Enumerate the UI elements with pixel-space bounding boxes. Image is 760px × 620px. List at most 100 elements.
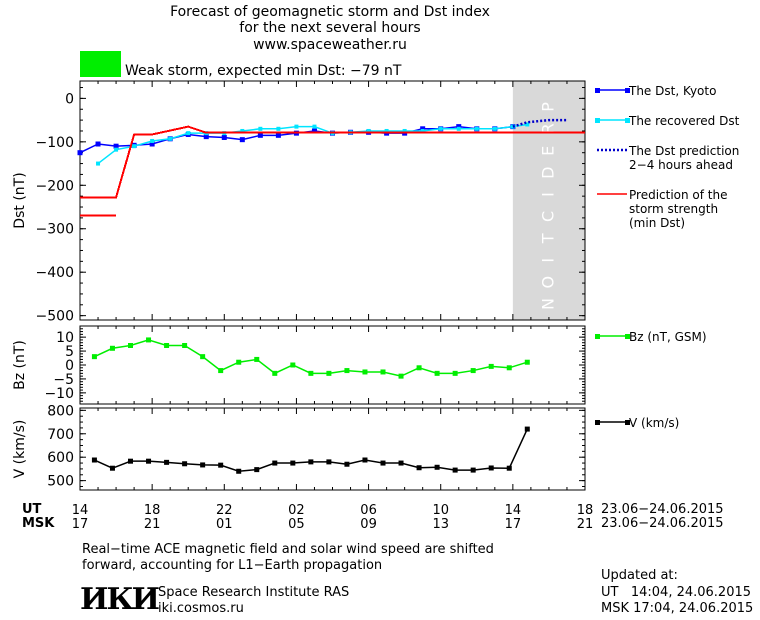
msk-tick-label: 09	[360, 517, 377, 532]
data-point	[186, 131, 191, 136]
y-tick-label: 800	[47, 403, 74, 419]
updated-ut: UT 14:04, 24.06.2015	[601, 585, 752, 600]
data-point	[150, 138, 155, 143]
data-point	[236, 359, 242, 365]
msk-tick-label: 17	[505, 517, 522, 532]
data-point	[470, 368, 476, 374]
y-tick-label: 600	[47, 450, 74, 466]
data-point	[416, 465, 422, 471]
data-point	[380, 369, 386, 375]
prediction-band-letter: N	[538, 298, 557, 310]
data-point	[128, 343, 133, 348]
y-axis-label: V (km/s)	[12, 420, 28, 479]
data-point	[312, 124, 317, 129]
y-tick-label: −200	[36, 178, 74, 194]
msk-tick-label: 13	[432, 517, 449, 532]
msk-tick-label: 01	[216, 517, 233, 532]
data-point	[524, 359, 530, 365]
data-point	[308, 459, 314, 465]
legend-label: Bz (nT, GSM)	[629, 330, 707, 344]
data-point	[525, 122, 530, 127]
data-point	[275, 132, 281, 138]
data-point	[308, 370, 314, 376]
data-point	[524, 426, 530, 432]
y-tick-label: 500	[47, 474, 74, 490]
ut-tick-label: 14	[505, 503, 522, 518]
ut-tick-label: 06	[360, 503, 377, 518]
y-axis-label: Bz (nT)	[12, 340, 28, 390]
y-tick-label: −300	[36, 222, 74, 238]
data-point	[326, 370, 332, 376]
data-point	[95, 141, 101, 147]
data-point	[420, 128, 425, 133]
data-point	[257, 132, 263, 138]
prediction-band-letter: I	[538, 258, 557, 263]
data-point	[420, 126, 426, 132]
ut-tick-label: 10	[432, 503, 449, 518]
msk-date-range: 23.06−24.06.2015	[601, 516, 724, 531]
data-point	[456, 126, 461, 131]
data-point	[506, 365, 512, 371]
legend-marker	[595, 88, 600, 93]
data-point	[218, 368, 224, 374]
legend-label: 2−4 hours ahead	[629, 158, 733, 172]
data-point	[290, 362, 296, 368]
data-point	[362, 457, 368, 463]
prediction-band-letter: D	[538, 166, 557, 178]
data-point	[402, 128, 407, 133]
data-point	[488, 363, 494, 369]
data-point	[254, 356, 260, 362]
msk-tick-label: 21	[577, 517, 594, 532]
data-point	[221, 134, 227, 140]
data-point	[96, 161, 101, 166]
series-line	[79, 125, 513, 154]
propagation-note-line2: forward, accounting for L1−Earth propaga…	[82, 558, 383, 573]
data-point	[258, 126, 263, 131]
data-point	[146, 337, 152, 343]
data-point	[113, 143, 119, 149]
data-point	[290, 460, 296, 466]
data-point	[132, 144, 137, 149]
data-point	[200, 354, 206, 360]
propagation-note-line1: Real−time ACE magnetic field and solar w…	[82, 542, 494, 557]
prediction-band-letter: E	[538, 146, 557, 156]
chart-subtitle: for the next several hours	[239, 20, 421, 36]
data-point	[452, 467, 458, 473]
data-point	[294, 124, 299, 129]
institute-url[interactable]: iki.cosmos.ru	[158, 601, 244, 616]
legend-marker	[595, 334, 600, 339]
ut-tick-label: 14	[72, 503, 89, 518]
panel-frame	[79, 325, 586, 405]
data-point	[272, 370, 278, 376]
institute-name: Space Research Institute RAS	[158, 585, 350, 600]
data-point	[470, 467, 476, 473]
msk-tick-label: 21	[144, 517, 161, 532]
data-point	[276, 126, 281, 131]
series-line	[94, 339, 528, 377]
updated-label: Updated at:	[601, 568, 678, 583]
y-tick-label: −5	[53, 372, 74, 388]
data-point	[149, 141, 155, 147]
data-point	[168, 136, 173, 141]
legend-label: The Dst prediction	[628, 144, 739, 158]
ut-tick-label: 18	[144, 503, 161, 518]
data-point	[434, 370, 440, 376]
y-tick-label: 5	[65, 344, 74, 360]
website-label: www.spaceweather.ru	[253, 37, 407, 53]
chart-title: Forecast of geomagnetic storm and Dst in…	[170, 4, 490, 20]
y-tick-label: −400	[36, 265, 74, 281]
prediction-band-letter: P	[538, 102, 557, 112]
msk-axis-label: MSK	[22, 516, 55, 531]
data-point	[434, 464, 440, 470]
data-point	[240, 128, 245, 133]
data-point	[366, 128, 371, 133]
data-point	[474, 126, 479, 131]
data-point	[456, 124, 462, 130]
y-tick-label: 10	[56, 330, 74, 346]
data-point	[239, 137, 245, 143]
legend-marker	[625, 88, 630, 93]
ut-axis-label: UT	[22, 502, 42, 517]
y-tick-label: −100	[36, 135, 74, 151]
legend-label: (min Dst)	[629, 216, 685, 230]
